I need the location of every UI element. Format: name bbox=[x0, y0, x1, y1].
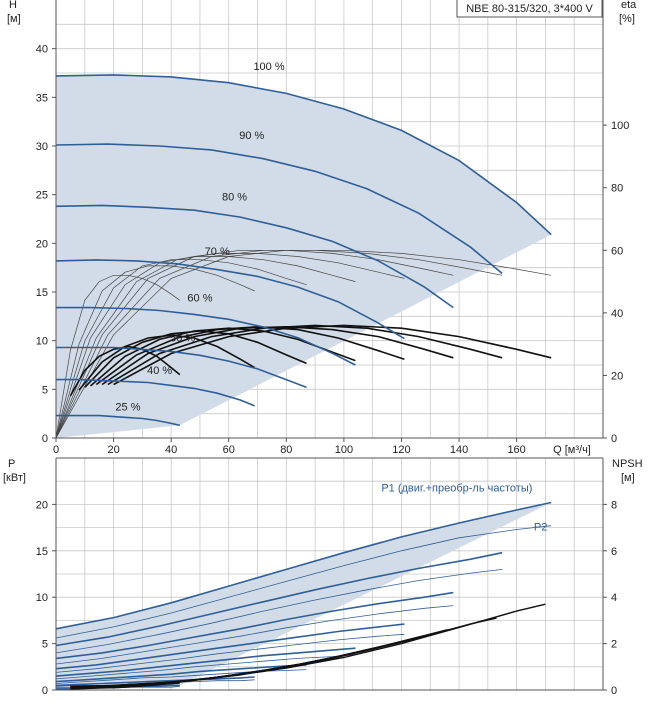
eta-curve bbox=[69, 345, 181, 397]
y2-tick-label: 4 bbox=[611, 592, 617, 604]
p2-curve bbox=[55, 525, 552, 639]
y-tick-label: 5 bbox=[42, 384, 48, 396]
y-axis-unit: [кВт] bbox=[3, 472, 26, 484]
speed-curve bbox=[55, 74, 552, 236]
speed-curve bbox=[56, 306, 356, 366]
p1-curve bbox=[55, 591, 454, 660]
y2-tick-label: 6 bbox=[611, 546, 617, 558]
y-tick-label: 15 bbox=[36, 287, 48, 299]
y-tick-label: 25 bbox=[36, 190, 48, 202]
y2-tick-label: 20 bbox=[611, 370, 623, 382]
y-tick-label: 0 bbox=[42, 685, 48, 697]
p1-curve bbox=[55, 551, 503, 647]
speed-curve-label: 80 % bbox=[222, 192, 247, 204]
p2-curve bbox=[55, 605, 454, 665]
y-tick-label: 0 bbox=[42, 433, 48, 445]
speed-curve bbox=[56, 414, 180, 427]
p2-curve bbox=[55, 669, 307, 684]
p2-curve bbox=[55, 633, 405, 673]
y2-axis-label: NPSH bbox=[612, 458, 643, 470]
speed-curve bbox=[56, 346, 307, 389]
speed-curve-label: 25 % bbox=[115, 402, 140, 414]
x-tick-label: 160 bbox=[507, 444, 525, 456]
speed-curve bbox=[55, 259, 405, 340]
y-tick-label: 15 bbox=[36, 546, 48, 558]
efficiency-curve bbox=[55, 265, 255, 439]
p1-curve bbox=[55, 501, 552, 630]
p1-curve bbox=[55, 647, 356, 677]
p2-curve bbox=[55, 654, 356, 680]
y2-tick-label: 80 bbox=[611, 183, 623, 195]
y-axis-unit: [м] bbox=[7, 13, 21, 25]
y-axis-label: P bbox=[8, 458, 15, 470]
speed-curve-label: 100 % bbox=[253, 61, 284, 73]
y-tick-label: 30 bbox=[36, 141, 48, 153]
y2-tick-label: 0 bbox=[611, 433, 617, 445]
y-tick-label: 35 bbox=[36, 92, 48, 104]
x-tick-label: 140 bbox=[450, 444, 468, 456]
efficiency-curve bbox=[55, 274, 181, 439]
curve-annotation: P1 (двиг.+преобр-ль частоты) bbox=[381, 482, 532, 494]
y2-axis-label: eta bbox=[621, 0, 637, 11]
y-tick-label: 20 bbox=[36, 238, 48, 250]
x-axis-label: Q [м³/ч] bbox=[553, 444, 591, 456]
power-npsh-chart-panel: 0 5 10 15 20 0 2 4 6 8 P [кВт] NPSH [м] P1 (двиг.+прео… bbox=[3, 457, 643, 697]
y2-tick-label: 100 bbox=[611, 120, 629, 132]
y2-axis-unit: [м] bbox=[621, 472, 635, 484]
y2-tick-label: 8 bbox=[611, 499, 617, 511]
x-tick-label: 20 bbox=[107, 444, 119, 456]
x-tick-label: 40 bbox=[165, 444, 177, 456]
speed-curve-label: 50 % bbox=[170, 333, 195, 345]
eta-curve bbox=[113, 324, 552, 386]
x-tick-label: 60 bbox=[223, 444, 235, 456]
speed-curve-label: 40 % bbox=[147, 365, 172, 377]
speed-curve bbox=[55, 143, 503, 275]
efficiency-curve bbox=[55, 259, 307, 439]
speed-curve-label: 70 % bbox=[205, 246, 230, 258]
efficiency-curve bbox=[55, 253, 405, 439]
y-tick-label: 5 bbox=[42, 639, 48, 651]
y2-tick-label: 40 bbox=[611, 308, 623, 320]
y2-axis-unit: [%] bbox=[619, 13, 635, 25]
eta-curve bbox=[84, 330, 307, 388]
eta-curve bbox=[78, 334, 256, 391]
speed-curve bbox=[55, 204, 454, 309]
x-tick-label: 0 bbox=[53, 444, 59, 456]
speed-curve bbox=[56, 378, 255, 407]
y-tick-label: 10 bbox=[36, 592, 48, 604]
p2-curve bbox=[55, 569, 503, 654]
curve-annotation: P2 bbox=[534, 521, 547, 533]
y-axis-label: H bbox=[9, 0, 17, 11]
speed-curve-label: 90 % bbox=[239, 130, 264, 142]
npsh-curve bbox=[70, 682, 180, 690]
hq-chart-panel: 100 % 90 % 80 % 70 % 60 % 50 % 40 % 25 % 0 5 10 15 2… bbox=[7, 0, 637, 456]
p1-curve bbox=[55, 664, 307, 683]
chart-title: NBE 80-315/320, 3*400 V bbox=[466, 3, 593, 15]
y2-tick-label: 60 bbox=[611, 245, 623, 257]
speed-curve-label: 60 % bbox=[187, 293, 212, 305]
eta-curve bbox=[101, 325, 454, 386]
y-tick-label: 10 bbox=[36, 336, 48, 348]
y2-tick-label: 0 bbox=[611, 685, 617, 697]
x-tick-label: 80 bbox=[280, 444, 292, 456]
efficiency-curve bbox=[55, 249, 454, 439]
operating-area bbox=[56, 74, 552, 439]
y2-tick-label: 2 bbox=[611, 639, 617, 651]
efficiency-curve bbox=[55, 256, 356, 439]
p1-curve bbox=[55, 676, 255, 687]
eta-curve bbox=[107, 324, 503, 386]
operating-area bbox=[56, 502, 552, 689]
title-box bbox=[456, 0, 603, 18]
y-tick-label: 20 bbox=[36, 499, 48, 511]
y-tick-label: 40 bbox=[36, 44, 48, 56]
x-tick-label: 120 bbox=[392, 444, 410, 456]
x-tick-label: 100 bbox=[335, 444, 353, 456]
p1-curve bbox=[55, 623, 405, 670]
